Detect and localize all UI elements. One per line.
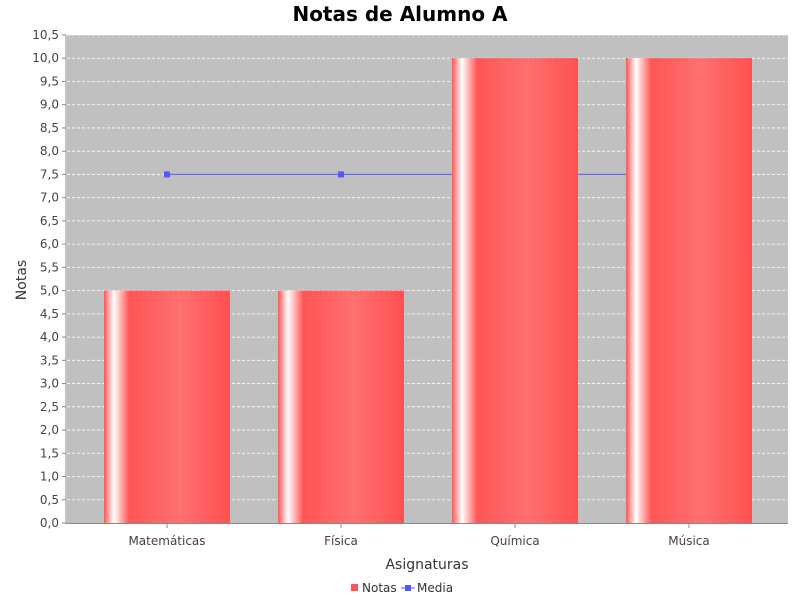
x-tick-label: Música [668, 534, 710, 548]
y-tick-label: 10,5 [32, 28, 59, 42]
y-tick-label: 2,0 [40, 423, 59, 437]
legend: Notas Media [351, 581, 453, 595]
y-tick-label: 1,0 [40, 470, 59, 484]
y-tick-label: 10,0 [32, 51, 59, 65]
legend-media-marker [405, 585, 411, 591]
bar-química-overlay [452, 58, 578, 523]
y-tick-label: 0,5 [40, 493, 59, 507]
y-tick-label: 7,0 [40, 191, 59, 205]
y-tick-label: 0,0 [40, 516, 59, 530]
media-point [164, 171, 170, 178]
media-point [338, 171, 344, 178]
y-tick-label: 4,5 [40, 307, 59, 321]
media-line [164, 58, 752, 523]
y-tick-label: 1,5 [40, 446, 59, 460]
y-tick-label: 4,0 [40, 330, 59, 344]
bar-música-overlay [626, 58, 752, 523]
y-tick-label: 7,5 [40, 167, 59, 181]
y-tick-label: 9,5 [40, 74, 59, 88]
legend-notas-swatch [351, 584, 358, 591]
x-tick-label: Química [490, 534, 539, 548]
y-axis-label: Notas [14, 260, 30, 300]
y-tick-label: 8,0 [40, 144, 59, 158]
y-tick-label: 8,5 [40, 121, 59, 135]
bar-física [278, 290, 404, 523]
y-axis-ticks: 0,0 0,5 1,0 1,5 2,0 2,5 3,0 3,5 4,0 4,5 5,0 5,5 6,0 6… [32, 28, 66, 530]
y-tick-label: 9,0 [40, 98, 59, 112]
legend-notas-label: Notas [362, 581, 397, 595]
x-tick-label: Física [324, 534, 358, 548]
chart-title: Notas de Alumno A [292, 2, 508, 26]
x-axis-categories: Matemáticas Física Química Música [128, 524, 710, 548]
x-tick-label: Matemáticas [128, 534, 205, 548]
y-tick-label: 6,0 [40, 237, 59, 251]
legend-media-label: Media [417, 581, 453, 595]
x-axis-label: Asignaturas [385, 557, 468, 573]
y-tick-label: 5,5 [40, 260, 59, 274]
y-tick-label: 3,5 [40, 353, 59, 367]
y-tick-label: 6,5 [40, 214, 59, 228]
y-tick-label: 2,5 [40, 400, 59, 414]
y-tick-label: 3,0 [40, 377, 59, 391]
y-tick-label: 5,0 [40, 284, 59, 298]
bar-matemáticas [104, 290, 230, 523]
